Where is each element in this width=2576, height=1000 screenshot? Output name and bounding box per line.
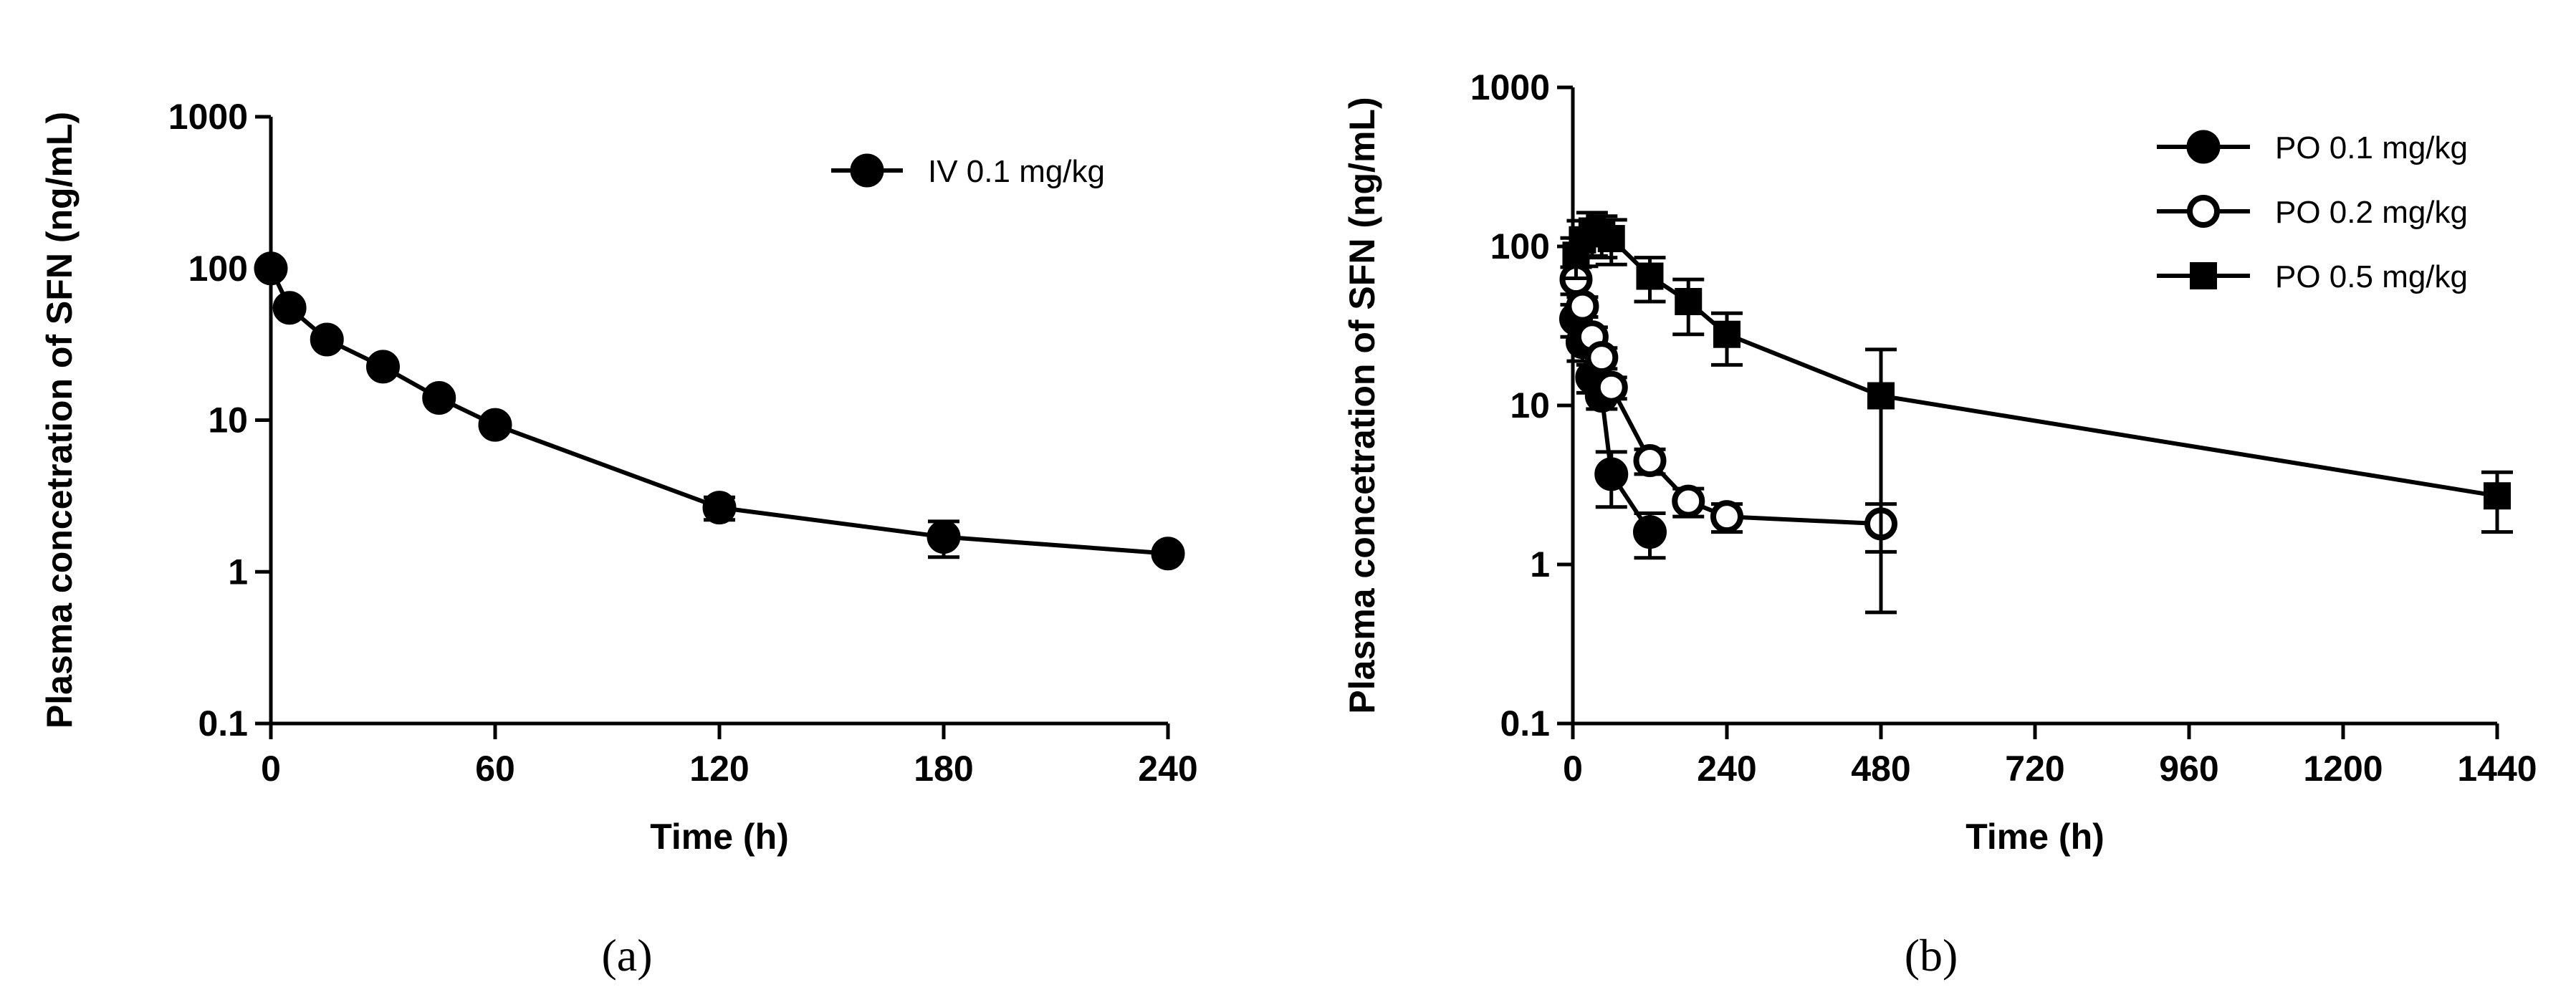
x-tick-label: 120 <box>689 749 749 789</box>
legend-marker <box>850 153 884 188</box>
data-point <box>2484 482 2511 510</box>
data-point <box>272 291 307 325</box>
data-point <box>1636 262 1664 290</box>
y-axis-title: Plasma concetration of SFN (ng/mL) <box>1342 97 1382 713</box>
data-point <box>702 491 737 525</box>
x-tick-label: 0 <box>1563 749 1583 789</box>
panel-label-a: (a) <box>601 930 652 981</box>
x-axis-title: Time (h) <box>1965 817 2105 857</box>
legend-label: IV 0.1 mg/kg <box>928 154 1105 189</box>
data-point <box>1633 443 1667 477</box>
legend-entry-1: PO 0.1 mg/kg <box>2157 130 2468 165</box>
data-point <box>1585 341 1619 375</box>
y-tick-label: 1 <box>228 552 248 592</box>
x-tick-label: 0 <box>261 749 281 789</box>
legend-marker <box>2190 262 2217 289</box>
legend-entry-2: PO 0.2 mg/kg <box>2157 195 2468 230</box>
series-1 <box>1558 302 1667 560</box>
data-point <box>1566 289 1599 323</box>
y-tick-label: 1000 <box>168 97 248 137</box>
x-tick-label: 1200 <box>2303 749 2383 789</box>
series-3 <box>1560 211 2513 615</box>
y-tick-label: 100 <box>1490 226 1550 266</box>
data-point <box>1597 225 1625 253</box>
y-tick-label: 0.1 <box>198 703 248 744</box>
data-point <box>366 350 400 384</box>
x-tick-label: 960 <box>2159 749 2218 789</box>
data-point <box>422 381 456 415</box>
data-point <box>254 251 288 286</box>
data-point <box>1594 457 1629 491</box>
x-tick-label: 720 <box>2005 749 2064 789</box>
y-tick-label: 0.1 <box>1500 703 1550 744</box>
data-point <box>1713 320 1741 348</box>
y-tick-label: 100 <box>188 249 248 289</box>
legend-label: PO 0.5 mg/kg <box>2275 259 2468 294</box>
y-tick-label: 1000 <box>1470 67 1550 107</box>
data-point <box>310 322 344 357</box>
panel-label-b-text: (b) <box>1905 930 1958 981</box>
data-point <box>1710 500 1743 534</box>
x-tick-label: 180 <box>914 749 973 789</box>
x-tick-label: 240 <box>1697 749 1756 789</box>
y-tick-label: 10 <box>1510 385 1550 426</box>
data-point <box>1867 382 1895 410</box>
chart-panel-a: 0.1 1 10 100 1000 0 60 120 180 240 Time (h) Plasma … <box>39 97 1198 857</box>
chart-panel-b: 0.1 1 10 100 1000 0 240 480 720 960 1200 1440 Time (… <box>1342 67 2537 857</box>
legend-label: PO 0.1 mg/kg <box>2275 130 2468 165</box>
y-tick-label: 1 <box>1530 544 1550 585</box>
data-point <box>927 519 961 554</box>
x-tick-label: 60 <box>475 749 515 789</box>
data-point <box>1151 537 1185 571</box>
y-axis-title: Plasma concetration of SFN (ng/mL) <box>39 112 80 729</box>
y-tick-label: 10 <box>208 400 248 441</box>
x-axis-title: Time (h) <box>650 817 789 857</box>
panel-label-a-text: (a) <box>601 930 652 981</box>
x-tick-label: 240 <box>1138 749 1197 789</box>
legend-label: PO 0.2 mg/kg <box>2275 195 2468 230</box>
x-tick-label: 1440 <box>2457 749 2537 789</box>
legend-entry-3: PO 0.5 mg/kg <box>2157 259 2468 294</box>
panel-label-b: (b) <box>1905 930 1958 981</box>
data-point <box>1633 515 1667 549</box>
x-tick-label: 480 <box>1851 749 1910 789</box>
series-1 <box>254 251 1185 571</box>
legend-entry-1: IV 0.1 mg/kg <box>831 153 1105 189</box>
data-point <box>1594 370 1628 404</box>
data-point <box>478 408 512 442</box>
legend-marker <box>2187 195 2220 228</box>
data-point <box>1675 287 1703 315</box>
data-point <box>1672 484 1705 518</box>
legend-marker <box>2186 130 2221 164</box>
